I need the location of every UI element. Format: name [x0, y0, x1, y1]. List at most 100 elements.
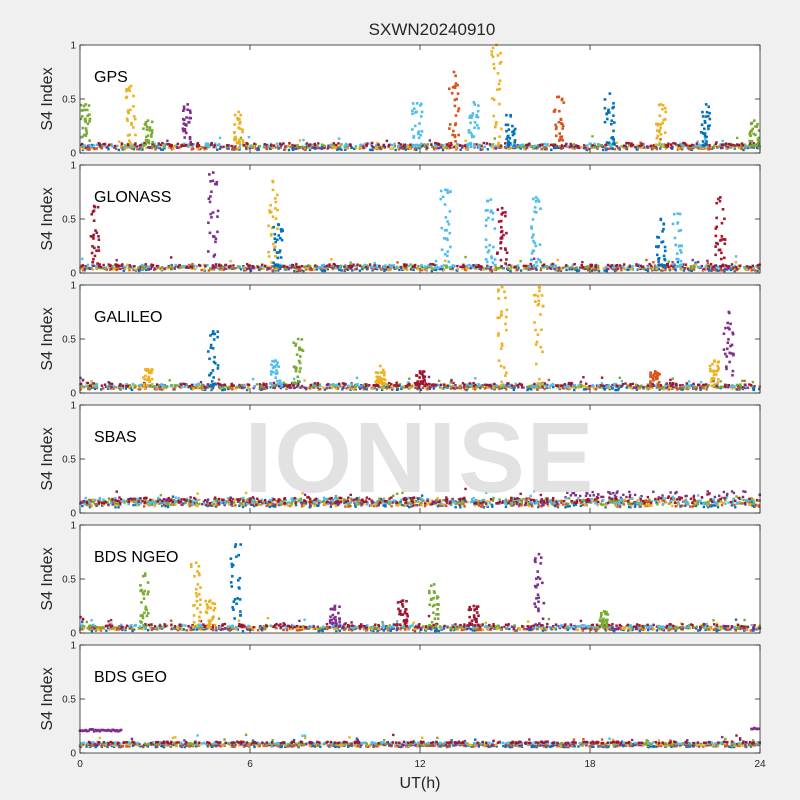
data-point [350, 146, 353, 149]
spike-point [447, 222, 451, 226]
data-point [567, 385, 570, 388]
data-point [132, 147, 136, 151]
data-point [391, 147, 395, 150]
data-point [358, 387, 362, 390]
data-point [701, 146, 704, 150]
data-point [480, 144, 483, 148]
data-point [347, 505, 350, 508]
data-point [578, 386, 581, 389]
spike-point [492, 114, 496, 118]
data-point [496, 267, 500, 270]
data-point [439, 143, 442, 146]
data-point [481, 503, 484, 506]
data-point [382, 504, 385, 507]
data-point [88, 147, 91, 151]
spike-point [541, 382, 544, 385]
data-point [160, 388, 164, 391]
data-point [219, 266, 222, 270]
data-point [178, 146, 181, 149]
spike-peak [719, 196, 722, 199]
data-point [343, 146, 347, 150]
data-point [602, 148, 605, 152]
spike-point [656, 134, 660, 138]
spike-point [79, 117, 83, 121]
data-point [246, 383, 249, 386]
data-point [482, 506, 485, 509]
data-point [420, 268, 424, 272]
data-point [613, 266, 616, 269]
data-point [610, 265, 613, 268]
data-point [258, 387, 261, 391]
spike-point [448, 127, 451, 130]
data-point [613, 382, 616, 386]
data-point [488, 143, 492, 146]
data-point [707, 265, 710, 268]
spike-point [456, 83, 459, 87]
data-point [149, 267, 153, 270]
data-point [310, 386, 314, 389]
data-point [271, 386, 274, 389]
data-point [82, 385, 85, 389]
spike-point [715, 201, 719, 205]
data-point [145, 385, 148, 388]
spike-point [661, 104, 665, 107]
data-point [550, 264, 553, 268]
data-point [423, 267, 427, 270]
spike-point [505, 137, 509, 141]
data-point [402, 267, 405, 270]
data-point [643, 267, 646, 270]
data-point [344, 266, 347, 269]
data-point [414, 504, 417, 507]
data-point [171, 146, 174, 149]
spike-point [277, 365, 280, 369]
spike-point [707, 127, 710, 131]
data-point [109, 143, 113, 146]
spike-point [126, 134, 130, 137]
data-point [579, 380, 583, 384]
data-point [332, 142, 335, 145]
data-point [127, 386, 131, 389]
data-point [690, 146, 694, 149]
data-point [579, 504, 583, 508]
data-point [257, 148, 261, 151]
data-point [464, 139, 467, 142]
data-point [710, 267, 714, 270]
data-point [280, 384, 284, 387]
spike-point [649, 372, 652, 375]
data-point [323, 269, 327, 273]
data-point [259, 265, 262, 269]
spike-point [709, 369, 712, 373]
spike-point [537, 302, 541, 306]
data-point [733, 264, 737, 268]
spike-point [536, 382, 540, 385]
data-point [277, 269, 280, 272]
data-point [358, 146, 362, 149]
data-point [386, 265, 390, 269]
spike-peak [713, 359, 716, 362]
data-point [643, 385, 646, 389]
data-point [388, 385, 391, 389]
data-point [188, 144, 191, 148]
data-point [304, 148, 308, 151]
data-point [706, 385, 709, 389]
data-point [139, 265, 142, 268]
spike-point [659, 126, 663, 129]
data-point [366, 142, 369, 145]
data-point [462, 265, 465, 268]
data-point [255, 383, 259, 386]
spike-point [487, 265, 490, 269]
data-point [491, 143, 495, 146]
data-point [603, 385, 607, 388]
data-point [446, 384, 449, 387]
data-point [326, 383, 330, 386]
data-point [694, 388, 698, 391]
spike-point [90, 212, 94, 216]
data-point [466, 383, 469, 387]
spike-point [656, 372, 660, 375]
data-point [246, 386, 250, 390]
spike-point [206, 350, 210, 353]
data-point [744, 268, 748, 271]
data-point [321, 264, 324, 267]
data-point [425, 146, 429, 149]
data-point [570, 144, 573, 148]
